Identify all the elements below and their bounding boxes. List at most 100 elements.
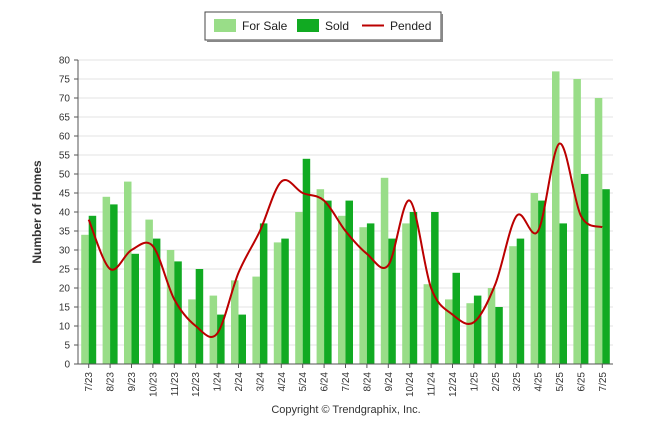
legend-swatch-for-sale — [214, 19, 236, 32]
bar-for-sale — [295, 212, 303, 364]
y-tick-label: 70 — [59, 94, 71, 105]
legend-swatch-sold — [297, 19, 319, 32]
x-tick-label: 4/24 — [277, 372, 288, 392]
bar-for-sale — [209, 295, 218, 364]
y-tick-label: 50 — [59, 170, 71, 181]
y-tick-label: 30 — [59, 246, 71, 257]
bar-sold — [559, 223, 567, 364]
bar-for-sale — [594, 98, 603, 364]
bar-sold — [580, 174, 589, 364]
bar-for-sale — [552, 71, 560, 365]
x-tick-label: 3/24 — [255, 372, 266, 392]
y-tick-label: 80 — [59, 56, 71, 67]
bar-sold — [409, 212, 418, 364]
bar-for-sale — [252, 276, 260, 364]
bar-for-sale — [124, 181, 132, 364]
bar-sold — [345, 200, 353, 364]
pended-line — [87, 142, 603, 338]
bar-for-sale — [145, 219, 153, 364]
x-tick-label: 11/23 — [170, 372, 181, 397]
bar-sold — [281, 238, 289, 364]
x-tick-label: 4/25 — [534, 372, 545, 392]
x-tick-label: 6/24 — [320, 372, 331, 392]
bar-for-sale — [509, 246, 517, 364]
bar-for-sale — [445, 299, 453, 364]
bar-sold — [366, 223, 375, 364]
x-tick-label: 7/25 — [598, 372, 609, 392]
bar-sold — [388, 238, 396, 364]
bar-sold — [195, 269, 204, 364]
legend-box-shadow-side — [441, 14, 443, 42]
legend-box-shadow — [207, 40, 443, 42]
bar-sold — [431, 212, 439, 364]
bar-sold — [131, 253, 139, 364]
y-tick-label: 35 — [59, 227, 71, 238]
bars — [81, 71, 610, 365]
x-tick-label: 12/24 — [448, 372, 459, 397]
x-tick-label: 2/24 — [234, 372, 245, 392]
bar-for-sale — [466, 303, 474, 364]
bar-for-sale — [487, 288, 496, 364]
y-tick-label: 20 — [59, 284, 71, 295]
x-tick-label: 9/24 — [384, 372, 395, 392]
bar-for-sale — [102, 196, 111, 364]
bar-for-sale — [530, 193, 539, 364]
bar-sold — [302, 158, 311, 364]
y-tick-label: 5 — [64, 341, 70, 352]
bar-sold — [88, 215, 97, 364]
bar-sold — [238, 314, 246, 364]
x-tick-label: 6/25 — [576, 372, 587, 392]
y-tick-label: 60 — [59, 132, 71, 143]
x-tick-label: 8/23 — [106, 372, 117, 392]
x-tick-label: 9/23 — [127, 372, 138, 392]
bar-sold — [110, 204, 118, 364]
x-tick-label: 5/24 — [298, 372, 309, 392]
y-tick-label: 25 — [59, 265, 71, 276]
x-tick-label: 2/25 — [491, 372, 502, 392]
bar-for-sale — [316, 189, 325, 364]
bar-sold — [538, 200, 546, 364]
legend: For Sale Sold Pended — [204, 11, 443, 42]
bar-sold — [217, 314, 225, 364]
bar-for-sale — [359, 227, 367, 364]
legend-box — [204, 11, 442, 41]
y-tick-label: 10 — [59, 322, 71, 333]
bar-sold — [324, 200, 332, 364]
bar-for-sale — [81, 234, 89, 364]
y-tick-label: 0 — [64, 360, 70, 371]
bar-for-sale — [188, 299, 196, 364]
x-tick-label: 10/23 — [148, 372, 159, 397]
bar-sold — [602, 189, 610, 364]
y-tick-label: 55 — [59, 151, 71, 162]
x-tick-label: 12/23 — [191, 372, 202, 397]
bar-sold — [152, 238, 161, 364]
legend-label-for-sale: For Sale — [242, 19, 288, 33]
y-tick-label: 45 — [59, 189, 71, 200]
bar-for-sale — [338, 215, 346, 364]
y-axis-ticks: 0 5 10 15 20 25 30 35 40 45 50 55 60 65 70 75 80 — [59, 56, 78, 371]
y-tick-label: 65 — [59, 113, 71, 124]
bar-sold — [259, 223, 268, 364]
copyright-footer: Copyright © Trendgraphix, Inc. — [271, 404, 420, 416]
bar-for-sale — [402, 223, 410, 364]
bar-sold — [495, 307, 503, 364]
bar-for-sale — [423, 284, 432, 364]
x-tick-label: 7/24 — [341, 372, 352, 392]
bar-for-sale — [573, 79, 581, 364]
x-tick-label: 11/24 — [427, 372, 438, 397]
bar-for-sale — [380, 177, 389, 364]
x-tick-label: 3/25 — [512, 372, 523, 392]
x-tick-label: 8/24 — [362, 372, 373, 392]
x-tick-label: 1/24 — [213, 372, 224, 392]
bar-sold — [516, 238, 525, 364]
legend-label-sold: Sold — [325, 19, 349, 33]
legend-label-pended: Pended — [390, 19, 431, 33]
x-tick-label: 7/23 — [84, 372, 95, 392]
bar-for-sale — [166, 250, 175, 364]
x-tick-label: 1/25 — [469, 372, 480, 392]
bar-for-sale — [231, 280, 239, 364]
y-axis-label: Number of Homes — [30, 160, 44, 264]
bar-sold — [473, 295, 482, 364]
y-tick-label: 15 — [59, 303, 71, 314]
